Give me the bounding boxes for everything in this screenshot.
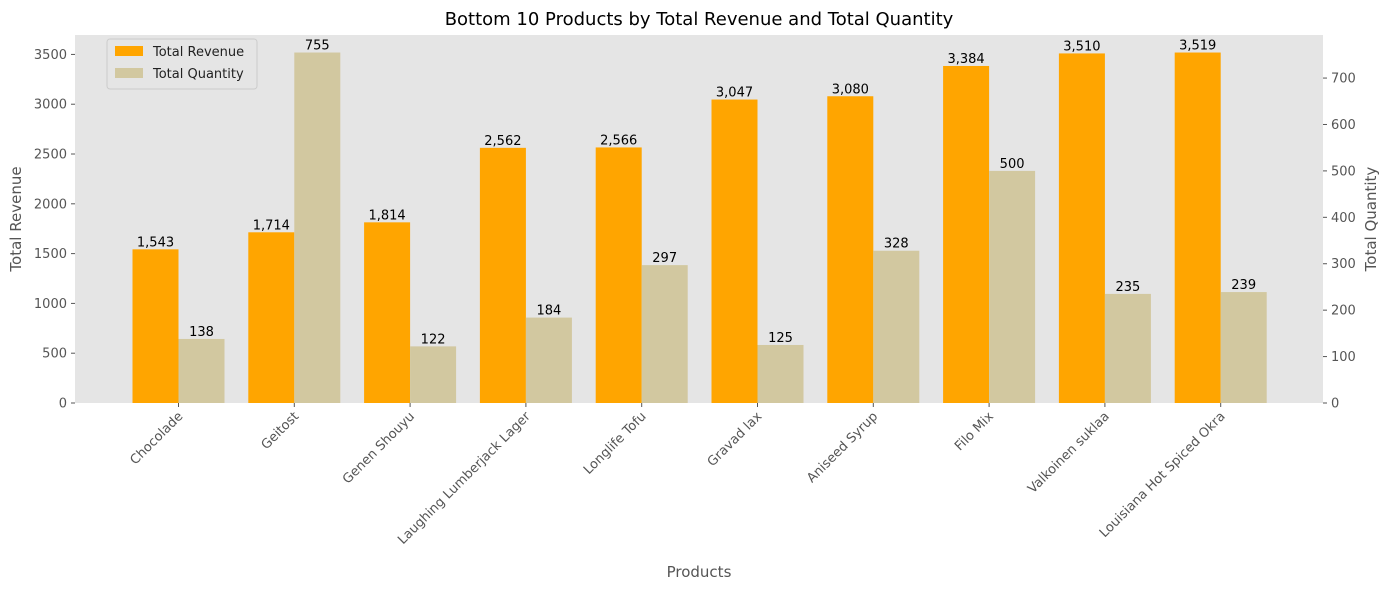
bar-total-revenue-valkoinen-suklaa [1058,53,1105,404]
data-label-total-quantity-filo-mix: 500 [1000,157,1025,172]
y2-tick-label-500: 500 [1331,164,1356,179]
data-label-total-revenue-filo-mix: 3,384 [947,52,984,67]
bar-total-quantity-geitost [294,52,341,404]
y-tick-label-500: 500 [42,347,67,362]
data-label-total-quantity-laughing-lumberjack-lager: 184 [536,304,561,319]
bar-total-revenue-longlife-tofu [595,147,642,403]
data-label-total-revenue-chocolade: 1,543 [137,235,174,250]
bar-total-revenue-genen-shouyu [364,222,411,403]
x-tick-label-laughing-lumberjack-lager: Laughing Lumberjack Lager [395,409,534,548]
x-tick-label-longlife-tofu: Longlife Tofu [581,409,650,478]
x-axis-label: Products [667,563,732,581]
y2-tick-label-300: 300 [1331,257,1356,272]
x-tick-label-valkoinen-suklaa: Valkoinen suklaa [1025,409,1113,497]
data-label-total-revenue-gravad-lax: 3,047 [716,86,753,101]
legend: Total Revenue Total Quantity [106,38,258,90]
x-tick-label-filo-mix: Filo Mix [952,409,997,454]
y2-tick-label-400: 400 [1331,211,1356,226]
y2-tick-label-600: 600 [1331,118,1356,133]
bar-total-quantity-chocolade [178,338,225,403]
x-tick-label-chocolade: Chocolade [127,409,186,468]
x-tick-label-louisiana-hot-spiced-okra: Louisiana Hot Spiced Okra [1097,409,1229,541]
data-label-total-revenue-geitost: 1,714 [253,218,290,233]
legend-swatch-total-quantity [115,68,143,78]
y-axis-label: Total Revenue [7,166,25,272]
legend-label-total-quantity: Total Quantity [152,67,244,82]
bar-total-revenue-geitost [248,232,295,403]
x-tick-label-gravad-lax: Gravad lax [705,409,766,470]
data-label-total-quantity-genen-shouyu: 122 [421,332,446,347]
bar-total-revenue-aniseed-syrup [827,96,874,403]
bar-total-quantity-laughing-lumberjack-lager [525,317,572,403]
bar-total-revenue-chocolade [132,249,179,403]
y-tick-label-1500: 1500 [34,247,67,262]
bar-total-revenue-laughing-lumberjack-lager [479,147,526,403]
y-tick-label-3000: 3000 [34,98,67,113]
y2-axis-label: Total Quantity [1362,167,1380,273]
bar-total-revenue-filo-mix [943,65,990,403]
data-label-total-quantity-gravad-lax: 125 [768,331,793,346]
data-label-total-revenue-genen-shouyu: 1,814 [368,208,405,223]
x-tick-label-genen-shouyu: Genen Shouyu [340,409,418,487]
data-label-total-revenue-valkoinen-suklaa: 3,510 [1063,39,1100,54]
data-label-total-quantity-chocolade: 138 [189,325,214,340]
y-tick-label-2000: 2000 [34,197,67,212]
y-tick-label-0: 0 [59,397,67,412]
legend-box [106,38,258,90]
y-tick-label-1000: 1000 [34,297,67,312]
bar-total-quantity-aniseed-syrup [873,250,920,403]
y2-tick-label-200: 200 [1331,304,1356,319]
chart-title: Bottom 10 Products by Total Revenue and … [445,9,954,30]
data-label-total-revenue-laughing-lumberjack-lager: 2,562 [484,134,521,149]
x-tick-label-geitost: Geitost [259,409,303,453]
y-tick-label-3500: 3500 [34,48,67,63]
y2-tick-label-700: 700 [1331,72,1356,87]
y-tick-label-2500: 2500 [34,148,67,163]
bar-total-quantity-longlife-tofu [641,265,688,403]
bar-total-quantity-valkoinen-suklaa [1104,293,1151,403]
bar-total-quantity-genen-shouyu [410,346,457,403]
bar-total-quantity-louisiana-hot-spiced-okra [1220,292,1267,403]
legend-label-total-revenue: Total Revenue [152,45,244,60]
data-label-total-quantity-longlife-tofu: 297 [652,251,677,266]
data-label-total-quantity-louisiana-hot-spiced-okra: 239 [1231,278,1256,293]
data-label-total-revenue-longlife-tofu: 2,566 [600,133,637,148]
data-label-total-quantity-geitost: 755 [305,39,330,54]
data-label-total-revenue-aniseed-syrup: 3,080 [832,82,869,97]
data-label-total-quantity-valkoinen-suklaa: 235 [1115,280,1140,295]
x-tick-label-aniseed-syrup: Aniseed Syrup [804,409,881,486]
data-label-total-revenue-louisiana-hot-spiced-okra: 3,519 [1179,39,1216,54]
y2-tick-label-100: 100 [1331,350,1356,365]
legend-swatch-total-revenue [115,46,143,56]
data-label-total-quantity-aniseed-syrup: 328 [884,237,909,252]
bar-total-quantity-filo-mix [989,170,1036,403]
y2-tick-label-0: 0 [1331,397,1339,412]
bar-total-quantity-gravad-lax [757,344,804,403]
bar-total-revenue-louisiana-hot-spiced-okra [1174,52,1221,403]
bar-total-revenue-gravad-lax [711,99,758,404]
